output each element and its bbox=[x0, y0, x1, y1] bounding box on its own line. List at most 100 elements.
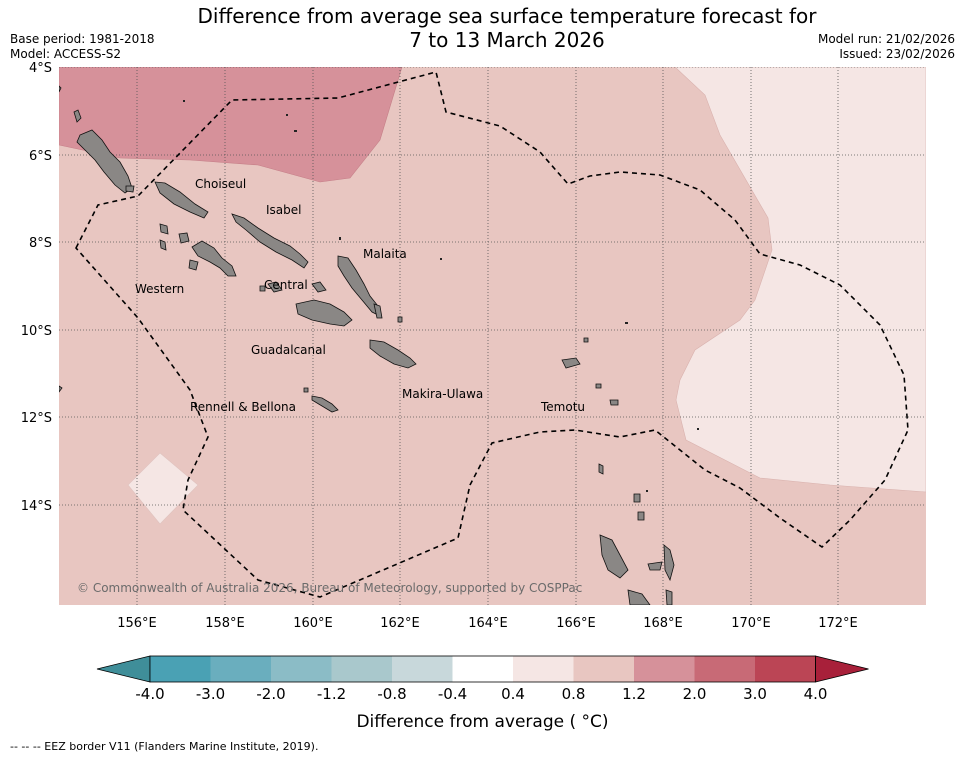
copyright-notice: © Commonwealth of Australia 2026, Bureau… bbox=[77, 581, 582, 595]
province-label: Choiseul bbox=[195, 177, 246, 191]
base-period: Base period: 1981-2018 bbox=[10, 32, 155, 46]
title-line-1: Difference from average sea surface temp… bbox=[197, 4, 817, 28]
colorbar-segment bbox=[513, 656, 574, 682]
map-title: Difference from average sea surface temp… bbox=[0, 4, 965, 52]
lat-tick: 4°S bbox=[29, 61, 52, 76]
island-new-georgia bbox=[191, 240, 237, 277]
colorbar-outline bbox=[149, 655, 816, 683]
island-rennell bbox=[311, 395, 339, 413]
colorbar-segment bbox=[452, 656, 513, 682]
island-banks-2 bbox=[637, 511, 645, 521]
colorbar: -4.0 -3.0 -2.0 -1.2 -0.8 -0.4 0.4 0.8 1.2 2.0 3.0 4… bbox=[96, 655, 869, 703]
province-label: Temotu bbox=[540, 400, 585, 414]
island-bellona bbox=[303, 387, 309, 393]
colorbar-tick: 2.0 bbox=[683, 685, 707, 703]
lon-tick: 164°E bbox=[468, 616, 508, 631]
model-name: Model: ACCESS-S2 bbox=[10, 47, 122, 61]
colorbar-segment bbox=[694, 656, 755, 682]
island-shortland bbox=[125, 185, 135, 193]
colorbar-extend-high bbox=[815, 655, 869, 683]
issued-date: Issued: 23/02/2026 bbox=[839, 47, 955, 61]
title-line-2: 7 to 13 March 2026 bbox=[409, 28, 605, 52]
map-plot-area: Choiseul Isabel Malaita Western Central … bbox=[59, 67, 926, 605]
colorbar-segment bbox=[573, 656, 634, 682]
island-pentecost bbox=[665, 589, 673, 605]
meta-right: Model run: 21/02/2026 Issued: 23/02/2026 bbox=[818, 32, 955, 62]
island-savo bbox=[259, 285, 266, 292]
colorbar-segment bbox=[271, 656, 332, 682]
lon-tick: 166°E bbox=[556, 616, 596, 631]
island-russell bbox=[311, 281, 327, 293]
island-reef-islands bbox=[583, 337, 589, 343]
colorbar-tick: 0.8 bbox=[562, 685, 586, 703]
colorbar-tick: -0.8 bbox=[377, 685, 406, 703]
meta-left: Base period: 1981-2018 Model: ACCESS-S2 bbox=[10, 32, 155, 62]
lon-tick: 172°E bbox=[818, 616, 858, 631]
province-label: Central bbox=[264, 278, 308, 292]
islet-4 bbox=[440, 258, 442, 260]
province-label: Guadalcanal bbox=[251, 343, 326, 357]
island-ndeni bbox=[561, 357, 581, 369]
colorbar-tick: -2.0 bbox=[256, 685, 285, 703]
lon-tick: 168°E bbox=[643, 616, 683, 631]
colorbar-label: Difference from average ( °C) bbox=[356, 712, 609, 732]
island-maewo bbox=[663, 544, 675, 582]
island-choiseul bbox=[154, 181, 209, 219]
colorbar-tick: 3.0 bbox=[743, 685, 767, 703]
colorbar-segment bbox=[150, 656, 211, 682]
island-ranongga bbox=[159, 239, 167, 251]
province-labels: Choiseul Isabel Malaita Western Central … bbox=[135, 177, 585, 414]
island-florida bbox=[267, 281, 283, 293]
islet-6 bbox=[697, 428, 699, 430]
lon-tick: 156°E bbox=[117, 616, 157, 631]
islet-1 bbox=[183, 100, 185, 102]
islet-8 bbox=[646, 490, 648, 492]
lon-tick-labels: 156°E 158°E 160°E 162°E 164°E 166°E 168°… bbox=[117, 616, 858, 631]
colorbar-tick: 4.0 bbox=[804, 685, 828, 703]
island-banks bbox=[633, 493, 641, 503]
island-edge-west bbox=[59, 385, 63, 393]
island-vanikoro bbox=[609, 399, 619, 406]
island-kolombangara bbox=[178, 232, 190, 244]
colorbar-segment bbox=[331, 656, 392, 682]
province-label: Malaita bbox=[363, 247, 407, 261]
islet-3 bbox=[294, 130, 297, 132]
province-label: Western bbox=[135, 282, 184, 296]
island-edge-west-2 bbox=[59, 85, 62, 93]
island-buka bbox=[73, 109, 82, 123]
island-ulawa bbox=[397, 316, 403, 323]
island-espiritu-santo bbox=[599, 534, 629, 579]
lon-tick: 158°E bbox=[205, 616, 245, 631]
islet-7 bbox=[339, 237, 341, 240]
island-ambae bbox=[647, 561, 663, 571]
model-run: Model run: 21/02/2026 bbox=[817, 32, 955, 46]
colorbar-tick: -3.0 bbox=[196, 685, 225, 703]
island-utupua bbox=[595, 383, 602, 389]
lon-tick: 162°E bbox=[380, 616, 420, 631]
lat-tick: 10°S bbox=[21, 324, 52, 339]
islet-5 bbox=[625, 322, 628, 324]
colorbar-tick: -1.2 bbox=[317, 685, 346, 703]
province-label: Makira-Ulawa bbox=[402, 387, 483, 401]
colorbar-segment bbox=[755, 656, 816, 682]
lon-tick: 160°E bbox=[293, 616, 333, 631]
colorbar-segment bbox=[210, 656, 271, 682]
colorbar-segment bbox=[392, 656, 453, 682]
lat-tick: 14°S bbox=[21, 499, 52, 514]
island-isabel bbox=[231, 213, 309, 269]
colorbar-extend-low bbox=[96, 655, 151, 683]
island-makira bbox=[369, 339, 417, 369]
island-guadalcanal bbox=[295, 299, 353, 327]
lat-tick-labels: 4°S 6°S 8°S 10°S 12°S 14°S bbox=[21, 61, 52, 514]
eez-border bbox=[75, 71, 909, 598]
province-label: Rennell & Bellona bbox=[190, 400, 296, 414]
lat-tick: 8°S bbox=[29, 236, 52, 251]
island-malakula bbox=[627, 589, 651, 605]
island-rendova bbox=[188, 259, 199, 271]
island-small-malaita bbox=[373, 303, 383, 319]
colorbar-tick: -4.0 bbox=[135, 685, 164, 703]
colorbar-tick: 0.4 bbox=[501, 685, 525, 703]
lon-tick: 170°E bbox=[731, 616, 771, 631]
islet-2 bbox=[286, 114, 288, 116]
